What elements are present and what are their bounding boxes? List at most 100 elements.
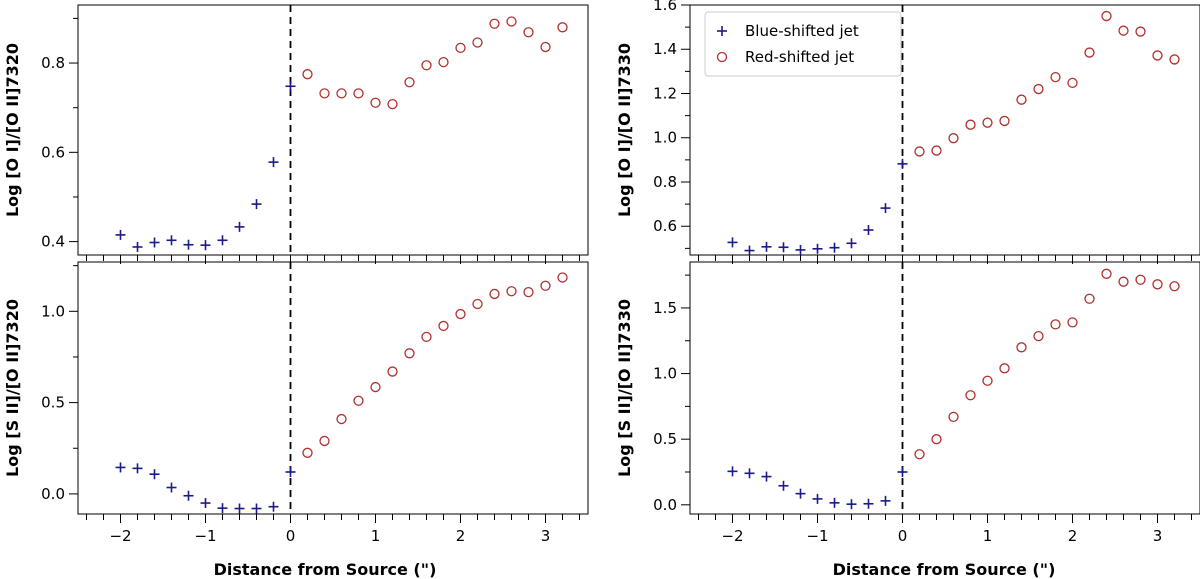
red-shifted-point: [336, 88, 347, 99]
red-shifted-point: [387, 366, 398, 377]
series-blue-shifted: [727, 158, 908, 256]
blue-shifted-point: [251, 199, 262, 210]
y-tick-label: 1.6: [653, 0, 677, 14]
red-shifted-point: [489, 288, 500, 300]
red-shifted-point: [914, 449, 925, 460]
red-shifted-point: [523, 27, 534, 38]
blue-shifted-point: [132, 241, 143, 252]
red-shifted-point: [999, 363, 1010, 374]
red-shifted-point: [948, 411, 959, 423]
blue-shifted-point: [778, 480, 789, 491]
blue-shifted-point: [744, 468, 755, 479]
x-tick-label: −2: [109, 527, 131, 545]
x-axis-label-right: Distance from Source ("): [833, 560, 1056, 579]
red-shifted-point: [1118, 276, 1129, 287]
red-shifted-point: [1084, 293, 1095, 304]
red-shifted-point: [557, 22, 568, 33]
x-tick-label: 0: [286, 527, 296, 545]
x-tick-label: 1: [371, 527, 381, 545]
axes-frame: [77, 4, 589, 256]
red-shifted-point: [421, 331, 432, 343]
legend-label-blue: Blue-shifted jet: [745, 22, 859, 40]
y-tick-label: 1.2: [653, 84, 677, 102]
blue-shifted-point: [234, 221, 245, 232]
series-blue-shifted: [115, 462, 296, 514]
series-blue-shifted: [115, 81, 296, 252]
blue-shifted-point: [183, 490, 194, 501]
red-shifted-point: [1169, 281, 1180, 292]
blue-shifted-point: [251, 503, 262, 514]
red-shifted-point: [1152, 50, 1163, 61]
blue-shifted-point: [897, 467, 908, 477]
red-shifted-point: [965, 390, 976, 401]
x-tick-label: −2: [721, 527, 743, 545]
red-shifted-point: [302, 69, 313, 80]
series-red-shifted: [302, 16, 568, 110]
y-axis-label: Log [S II]/[O II]7330: [615, 299, 634, 477]
y-tick-label: 0.0: [41, 485, 65, 503]
red-shifted-point: [540, 41, 551, 53]
series-blue-shifted: [727, 466, 908, 510]
axes-frame: [77, 261, 589, 515]
red-shifted-point: [1084, 47, 1095, 58]
x-tick-label: −1: [194, 527, 216, 545]
red-shifted-point: [1067, 77, 1078, 89]
y-axis-label: Log [O I]/[O II]7330: [615, 43, 634, 217]
blue-shifted-point: [268, 501, 279, 512]
red-shifted-point: [302, 447, 313, 458]
red-shifted-point: [540, 280, 551, 291]
panels-layer: 0.4 0.6 0.8 Log [O I]/[O II]7320 0.6 0.8 1.0 1.…: [3, 0, 1200, 545]
y-tick-label: 0.8: [41, 54, 65, 72]
red-shifted-point: [455, 308, 466, 320]
red-shifted-point: [1033, 83, 1044, 95]
red-shifted-point: [1101, 268, 1112, 279]
red-shifted-point: [506, 16, 517, 27]
red-shifted-point: [336, 413, 347, 425]
blue-shifted-point: [234, 503, 245, 514]
series-red-shifted: [914, 10, 1180, 157]
panel-top-right: 0.6 0.8 1.0 1.2 1.4 1.6 Log [O I]/[O II]7330: [615, 0, 1200, 264]
blue-shifted-point: [829, 242, 840, 253]
y-tick-label: 1.5: [653, 299, 677, 317]
red-shifted-point: [1101, 10, 1112, 22]
red-shifted-point: [455, 42, 466, 54]
blue-shifted-point: [744, 245, 755, 256]
blue-shifted-point: [880, 495, 891, 506]
red-shifted-point: [404, 77, 415, 88]
panel-bottom-right: −2 −1 0 1 2 3 0.0 0.5 1.0 1.5 Log [S II]/[O II]733…: [615, 261, 1200, 545]
series-red-shifted: [914, 268, 1180, 460]
blue-shifted-point: [761, 471, 772, 482]
blue-shifted-point: [727, 237, 738, 248]
red-shifted-point: [523, 286, 534, 298]
red-shifted-point: [370, 381, 381, 393]
y-tick-label: 1.0: [41, 302, 65, 320]
red-shifted-point: [472, 298, 483, 310]
y-tick-label: 1.0: [653, 365, 677, 383]
x-tick-label: −1: [806, 527, 828, 545]
blue-shifted-point: [761, 241, 772, 252]
blue-shifted-point: [183, 239, 194, 250]
red-shifted-point: [1067, 317, 1078, 328]
red-shifted-point: [982, 375, 993, 386]
blue-shifted-point: [285, 467, 296, 477]
red-shifted-point: [931, 434, 942, 445]
blue-shifted-point: [149, 237, 160, 248]
blue-shifted-point: [727, 466, 738, 477]
blue-shifted-point: [285, 81, 296, 92]
red-shifted-point: [982, 117, 993, 128]
blue-shifted-point: [149, 469, 160, 480]
blue-shifted-point: [812, 493, 823, 504]
y-tick-label: 0.8: [653, 173, 677, 191]
red-shifted-point: [948, 133, 959, 144]
legend-box: [704, 11, 902, 77]
legend-circle: [716, 51, 728, 63]
y-axis-label: Log [O I]/[O II]7320: [3, 43, 22, 217]
blue-shifted-point: [166, 482, 177, 493]
y-tick-label: 1.0: [653, 129, 677, 147]
red-shifted-point: [506, 286, 517, 297]
y-tick-label: 0.5: [41, 394, 65, 412]
y-tick-label: 0.0: [653, 496, 677, 514]
blue-shifted-point: [795, 488, 806, 499]
blue-shifted-point: [863, 225, 874, 235]
x-axis-label-left: Distance from Source ("): [214, 560, 437, 579]
